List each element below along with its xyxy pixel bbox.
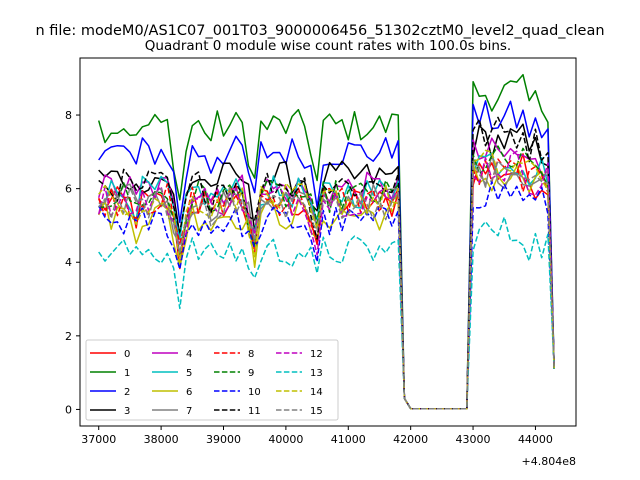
x-tick-label-38000: 38000 xyxy=(144,433,179,446)
axis-ticks: 37000 38000 39000 40000 41000 42000 43000 44000… xyxy=(65,109,553,446)
legend-label-9: 9 xyxy=(248,368,254,379)
y-tick-label-8: 8 xyxy=(65,109,72,122)
legend-label-15: 15 xyxy=(310,406,323,417)
x-tick-label-39000: 39000 xyxy=(206,433,241,446)
legend-label-5: 5 xyxy=(186,368,192,379)
y-tick-label-6: 6 xyxy=(65,183,72,196)
x-tick-label-40000: 40000 xyxy=(268,433,303,446)
file-suptitle: n file: modeM0/AS1C07_001T03_9000006456_… xyxy=(35,23,604,39)
series-line-14 xyxy=(98,149,555,410)
legend-label-3: 3 xyxy=(124,406,130,417)
x-tick-label-43000: 43000 xyxy=(456,433,491,446)
y-tick-label-0: 0 xyxy=(65,403,72,416)
x-offset-label: +4.804e8 xyxy=(522,455,576,468)
x-tick-label-37000: 37000 xyxy=(81,433,116,446)
x-tick-label-41000: 41000 xyxy=(331,433,366,446)
legend-label-0: 0 xyxy=(124,349,130,360)
y-tick-label-2: 2 xyxy=(65,330,72,343)
legend-label-7: 7 xyxy=(186,406,192,417)
legend-label-8: 8 xyxy=(248,349,254,360)
series-line-10 xyxy=(98,180,555,410)
y-tick-label-4: 4 xyxy=(65,256,72,269)
legend-label-11: 11 xyxy=(248,406,261,417)
series-line-13 xyxy=(98,216,555,410)
legend-label-10: 10 xyxy=(248,387,261,398)
x-tick-label-42000: 42000 xyxy=(393,433,428,446)
legend-label-2: 2 xyxy=(124,387,130,398)
chart-title: Quadrant 0 module wise count rates with … xyxy=(145,38,511,54)
series-lines xyxy=(97,73,555,410)
series-line-11 xyxy=(98,116,555,410)
legend-label-14: 14 xyxy=(310,387,323,398)
series-line-3 xyxy=(98,123,555,410)
x-tick-label-44000: 44000 xyxy=(518,433,553,446)
legend-label-4: 4 xyxy=(186,349,192,360)
legend-box xyxy=(85,339,339,421)
legend-label-13: 13 xyxy=(310,368,323,379)
series-line-15 xyxy=(98,160,555,410)
plot-frame xyxy=(79,57,577,427)
legend-label-1: 1 xyxy=(124,368,130,379)
legend-label-12: 12 xyxy=(310,349,323,360)
legend-label-6: 6 xyxy=(186,387,192,398)
